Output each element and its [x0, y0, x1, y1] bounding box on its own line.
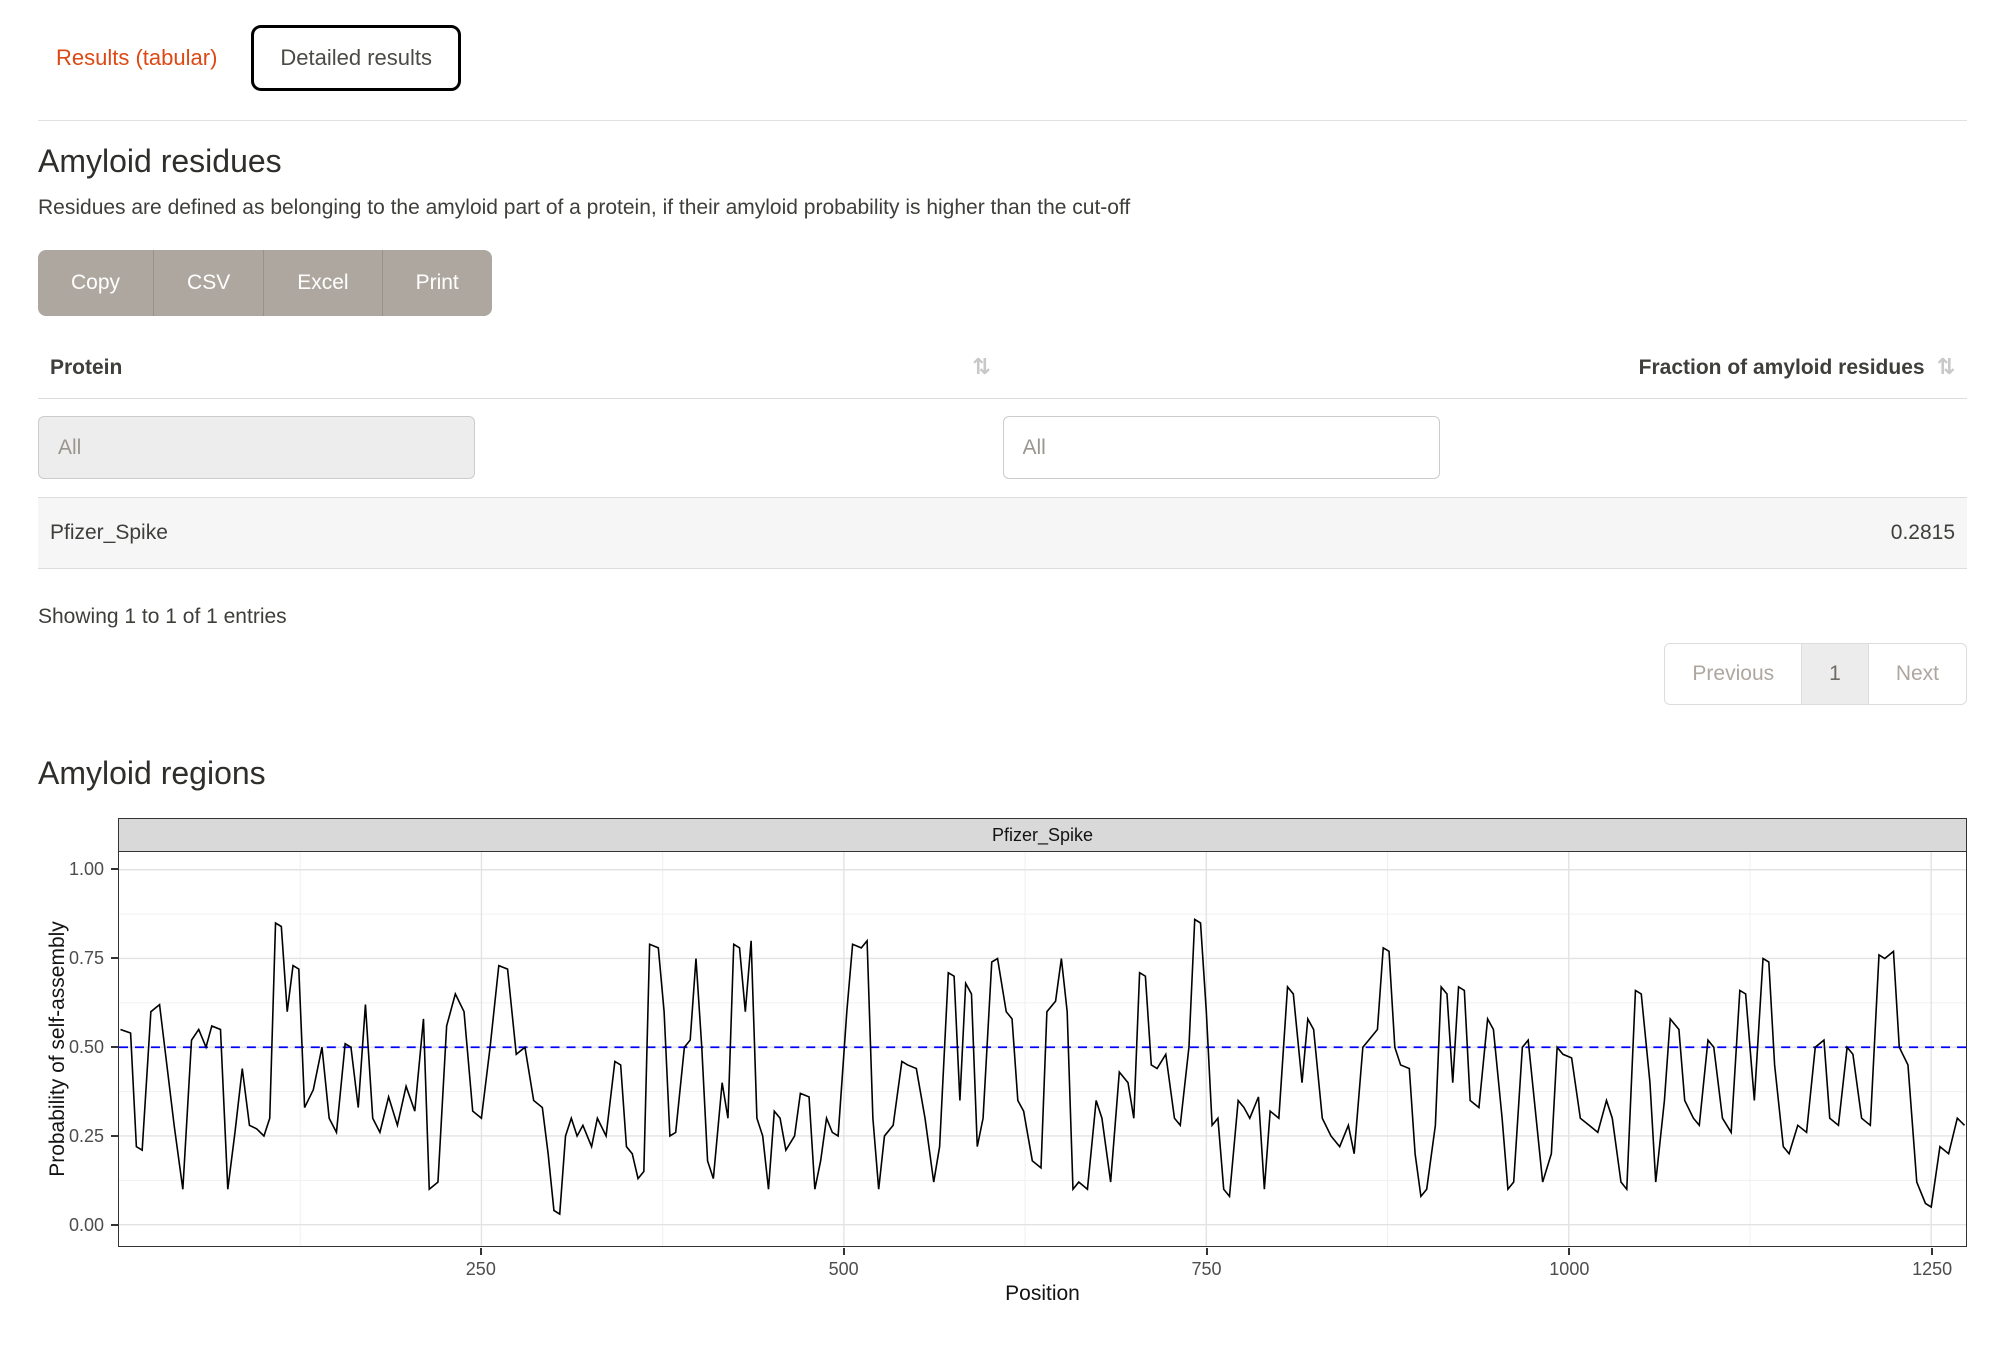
table-row: Pfizer_Spike 0.2815 — [38, 497, 1967, 569]
page-number-button[interactable]: 1 — [1801, 643, 1869, 705]
fraction-filter-input[interactable] — [1002, 416, 1440, 479]
csv-button[interactable]: CSV — [154, 250, 265, 316]
x-tick-mark — [479, 1248, 482, 1255]
sort-icon[interactable]: ⇅ — [972, 355, 991, 380]
x-tick-label: 1250 — [1912, 1259, 1953, 1279]
amyloid-regions-plot: Probability of self-assembly Pfizer_Spik… — [38, 818, 1967, 1314]
tab-divider — [38, 120, 1967, 121]
table-header-row: Protein ⇅ Fraction of amyloid residues ⇅ — [38, 338, 1967, 399]
plot-panel — [118, 851, 1967, 1247]
x-tick-label: 500 — [828, 1259, 859, 1279]
table-filter-row — [38, 398, 1967, 498]
x-tick-label: 250 — [465, 1259, 496, 1279]
y-tick-mark — [111, 867, 118, 870]
y-tick-label: 0.00 — [68, 1214, 104, 1235]
y-tick-mark — [111, 1045, 118, 1048]
y-tick-label: 0.25 — [68, 1125, 104, 1146]
export-button-group: Copy CSV Excel Print — [38, 250, 492, 316]
page: Results (tabular) Detailed results Amylo… — [38, 18, 1967, 1314]
column-header-protein[interactable]: Protein ⇅ — [38, 338, 1003, 399]
amyloid-regions-title: Amyloid regions — [38, 755, 266, 791]
y-tick-label: 0.75 — [68, 947, 104, 968]
protein-cell: Pfizer_Spike — [38, 497, 1003, 569]
table-info: Showing 1 to 1 of 1 entries — [38, 605, 287, 628]
amyloid-residues-title: Amyloid residues — [38, 143, 282, 179]
y-tick-mark — [111, 1134, 118, 1137]
y-tick-label: 1.00 — [68, 858, 104, 879]
probability-series-line — [120, 918, 1966, 1216]
x-tick-mark — [1205, 1248, 1208, 1255]
excel-button[interactable]: Excel — [264, 250, 383, 316]
column-header-fraction-label: Fraction of amyloid residues — [1638, 356, 1925, 379]
tab-results-tabular[interactable]: Results (tabular) — [56, 45, 218, 70]
pagination: Previous 1 Next — [38, 643, 1967, 705]
protein-filter-input[interactable] — [38, 416, 475, 479]
previous-page-button[interactable]: Previous — [1664, 643, 1803, 705]
x-axis-title: Position — [1005, 1282, 1080, 1305]
x-tick-label: 750 — [1191, 1259, 1222, 1279]
y-tick-mark — [111, 956, 118, 959]
next-page-button[interactable]: Next — [1867, 643, 1967, 705]
column-header-protein-label: Protein — [50, 356, 123, 379]
x-tick-mark — [842, 1248, 845, 1255]
tab-detailed-results[interactable]: Detailed results — [251, 25, 462, 91]
amyloid-residues-table: Protein ⇅ Fraction of amyloid residues ⇅ — [38, 338, 1967, 569]
copy-button[interactable]: Copy — [38, 250, 155, 316]
y-tick-mark — [111, 1223, 118, 1226]
amyloid-residues-description: Residues are defined as belonging to the… — [38, 196, 1131, 219]
fraction-cell: 0.2815 — [1002, 497, 1967, 569]
plot-facet-strip: Pfizer_Spike — [118, 818, 1967, 852]
sort-icon[interactable]: ⇅ — [1936, 355, 1955, 380]
y-tick-label: 0.50 — [68, 1036, 104, 1057]
x-tick-mark — [1931, 1248, 1934, 1255]
fraction-filter-cell — [1002, 398, 1967, 498]
x-tick-mark — [1568, 1248, 1571, 1255]
column-header-fraction[interactable]: Fraction of amyloid residues ⇅ — [1002, 338, 1967, 399]
tab-bar: Results (tabular) Detailed results — [38, 18, 1967, 98]
print-button[interactable]: Print — [383, 250, 492, 316]
protein-filter-cell — [38, 398, 1003, 498]
x-tick-label: 1000 — [1549, 1259, 1590, 1279]
probability-line-chart — [119, 852, 1966, 1246]
